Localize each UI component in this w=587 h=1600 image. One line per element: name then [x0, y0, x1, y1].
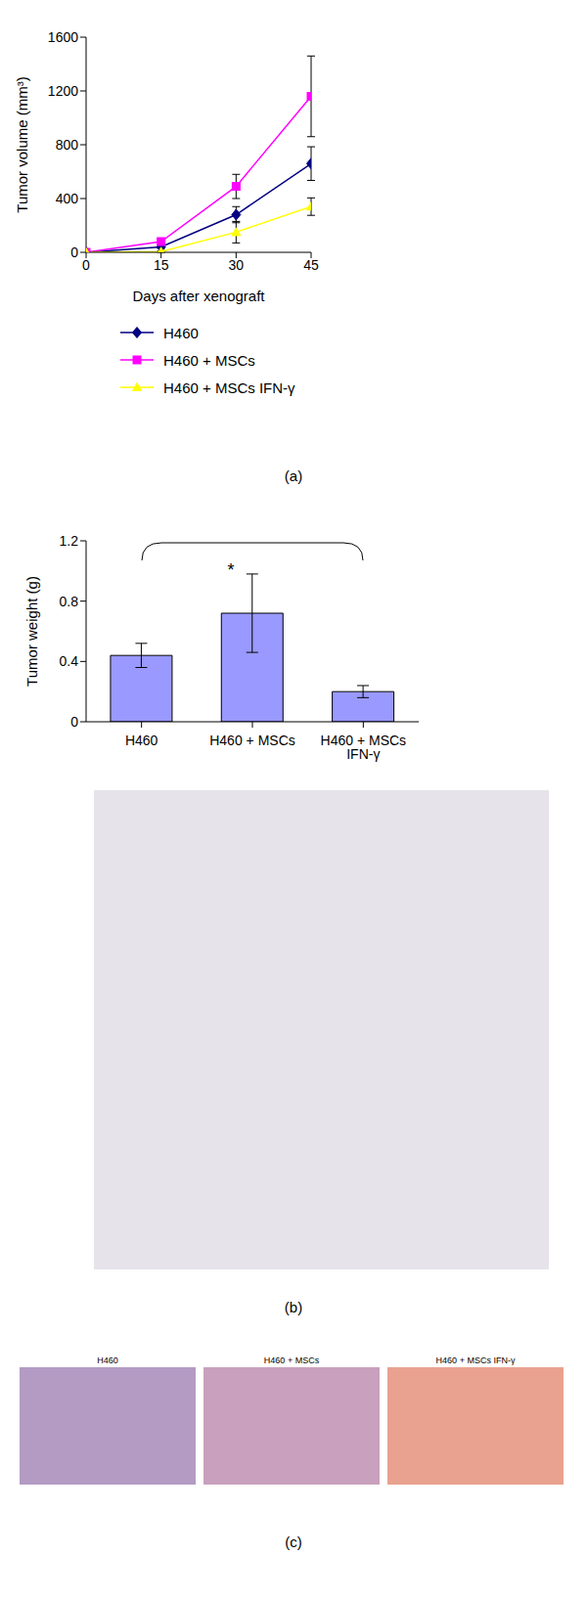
svg-text:1600: 1600: [47, 29, 79, 46]
svg-text:400: 400: [55, 190, 80, 207]
svg-text:*: *: [226, 560, 234, 581]
svg-text:0.4: 0.4: [59, 653, 80, 670]
svg-text:Days after xenograft: Days after xenograft: [132, 287, 266, 305]
svg-text:Tumor weight (g): Tumor weight (g): [23, 576, 41, 687]
html-text:H460 + MSCs: H460 + MSCs: [163, 351, 256, 369]
html-text:H460 + MSCs IFN-γ: H460 + MSCs IFN-γ: [435, 1355, 515, 1366]
svg-text:H460 + MSCsIFN-γ: H460 + MSCsIFN-γ: [320, 732, 407, 763]
html-text:H460 + MSCs: H460 + MSCs: [264, 1355, 320, 1366]
svg-text:H460: H460: [125, 732, 159, 749]
html-text:(b): (b): [284, 1299, 303, 1316]
svg-text:45: 45: [303, 257, 319, 273]
svg-text:800: 800: [55, 136, 80, 153]
svg-text:1.2: 1.2: [59, 533, 80, 549]
svg-text:0.8: 0.8: [59, 593, 80, 610]
svg-text:0: 0: [70, 244, 79, 261]
svg-text:30: 30: [228, 257, 245, 273]
html-text:(a): (a): [284, 467, 303, 485]
html-text:H460: H460: [97, 1355, 119, 1366]
html-text:(c): (c): [284, 1534, 303, 1551]
html-text:H460: H460: [163, 324, 199, 341]
svg-text:15: 15: [153, 257, 170, 273]
svg-text:1200: 1200: [47, 83, 79, 99]
svg-text:0: 0: [70, 714, 79, 730]
svg-text:0: 0: [82, 257, 91, 273]
svg-text:H460 + MSCs: H460 + MSCs: [209, 732, 296, 749]
html-text:H460 + MSCs IFN-γ: H460 + MSCs IFN-γ: [163, 379, 296, 396]
svg-text:Tumor volume (mm³): Tumor volume (mm³): [13, 76, 31, 213]
